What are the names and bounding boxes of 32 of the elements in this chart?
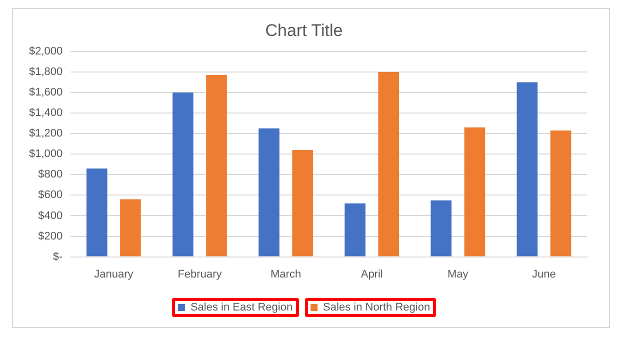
bar xyxy=(258,128,280,256)
bar xyxy=(378,72,400,256)
bar xyxy=(550,130,572,256)
bar xyxy=(86,168,108,256)
bar xyxy=(292,150,313,256)
y-tick-label: $600 xyxy=(38,189,63,202)
legend-label: Sales in East Region xyxy=(190,302,293,314)
bar xyxy=(172,92,194,256)
x-tick-label: May xyxy=(448,268,469,280)
bar xyxy=(120,199,141,256)
legend-label: Sales in North Region xyxy=(323,302,430,314)
x-tick-label: January xyxy=(94,268,134,280)
y-tick-label: $1,600 xyxy=(28,86,63,99)
y-tick-label: $1,200 xyxy=(28,128,63,140)
bar xyxy=(430,200,452,256)
y-tick-label: $800 xyxy=(38,168,63,181)
y-tick-label: $2,000 xyxy=(28,45,63,58)
y-tick-label: $400 xyxy=(38,210,63,222)
bar xyxy=(206,75,227,256)
y-tick-label: $1,400 xyxy=(28,107,63,120)
bar xyxy=(344,203,366,256)
y-tick-label: $1,800 xyxy=(28,66,63,78)
x-tick-label: February xyxy=(178,268,222,280)
y-tick-label: $- xyxy=(52,250,63,263)
x-tick-label: March xyxy=(270,268,302,280)
chart-title: Chart Title xyxy=(265,20,343,40)
bar xyxy=(464,127,486,256)
x-tick-label: June xyxy=(532,268,556,280)
bar xyxy=(516,82,538,256)
x-tick-label: April xyxy=(360,268,383,280)
y-tick-label: $1,000 xyxy=(28,148,63,160)
y-tick-label: $200 xyxy=(38,230,63,242)
